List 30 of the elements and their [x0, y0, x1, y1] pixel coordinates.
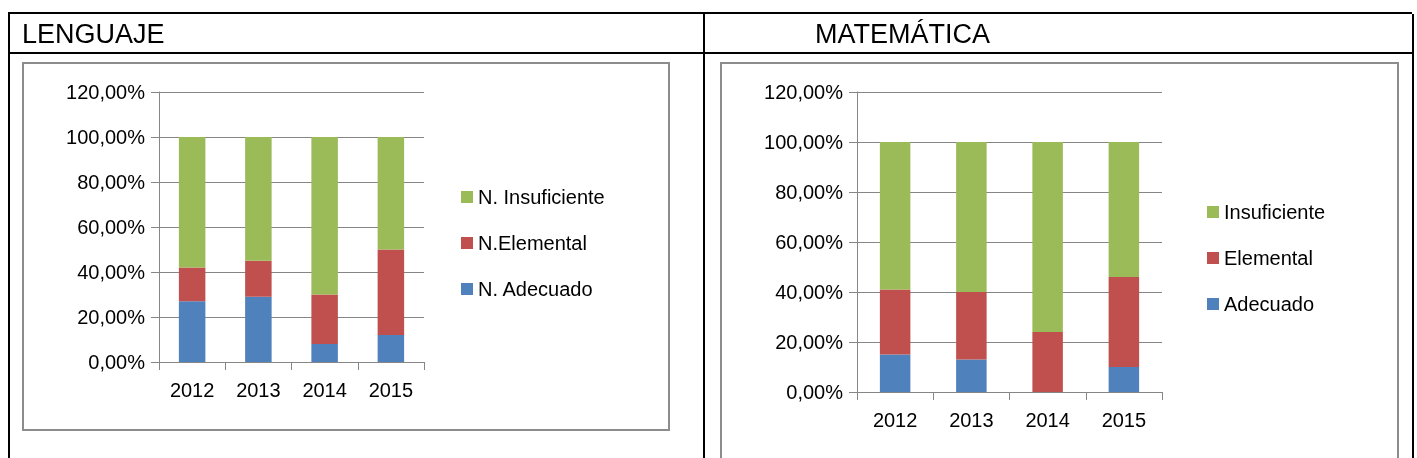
x-tick-label: 2014 [302, 379, 347, 401]
y-tick-label: 80,00% [775, 181, 844, 203]
y-tick-label: 60,00% [77, 216, 146, 238]
x-tick-label: 2014 [1025, 409, 1070, 431]
x-tick-label: 2013 [949, 409, 994, 431]
x-tick-label: 2012 [169, 379, 215, 401]
x-tick-label: 2012 [872, 409, 918, 431]
legend-label: N. Adecuado [478, 278, 593, 300]
legend-label: N. Insuficiente [478, 186, 605, 208]
y-tick-label: 20,00% [77, 306, 146, 328]
x-tick-label: 2015 [1101, 409, 1147, 431]
legend-label: Insuficiente [1224, 201, 1326, 223]
chart-title: MATEMÁTICA [705, 14, 1412, 54]
chart-title: LENGUAJE [10, 14, 705, 54]
legend-label: Elemental [1224, 247, 1313, 269]
x-tick-label: 2015 [368, 379, 414, 401]
y-tick-label: 20,00% [775, 331, 844, 353]
y-tick-label: 80,00% [77, 171, 146, 193]
y-tick-label: 0,00% [88, 351, 146, 373]
y-tick-label: 120,00% [66, 81, 146, 103]
legend-label: N.Elemental [478, 232, 587, 254]
y-tick-label: 120,00% [764, 81, 844, 103]
y-tick-label: 0,00% [786, 381, 844, 403]
x-tick-label: 2013 [236, 379, 281, 401]
y-tick-label: 100,00% [764, 131, 844, 153]
legend-label: Adecuado [1224, 293, 1315, 315]
y-tick-label: 40,00% [77, 261, 146, 283]
y-tick-label: 60,00% [775, 231, 844, 253]
y-tick-label: 100,00% [66, 126, 146, 148]
y-tick-label: 40,00% [775, 281, 844, 303]
